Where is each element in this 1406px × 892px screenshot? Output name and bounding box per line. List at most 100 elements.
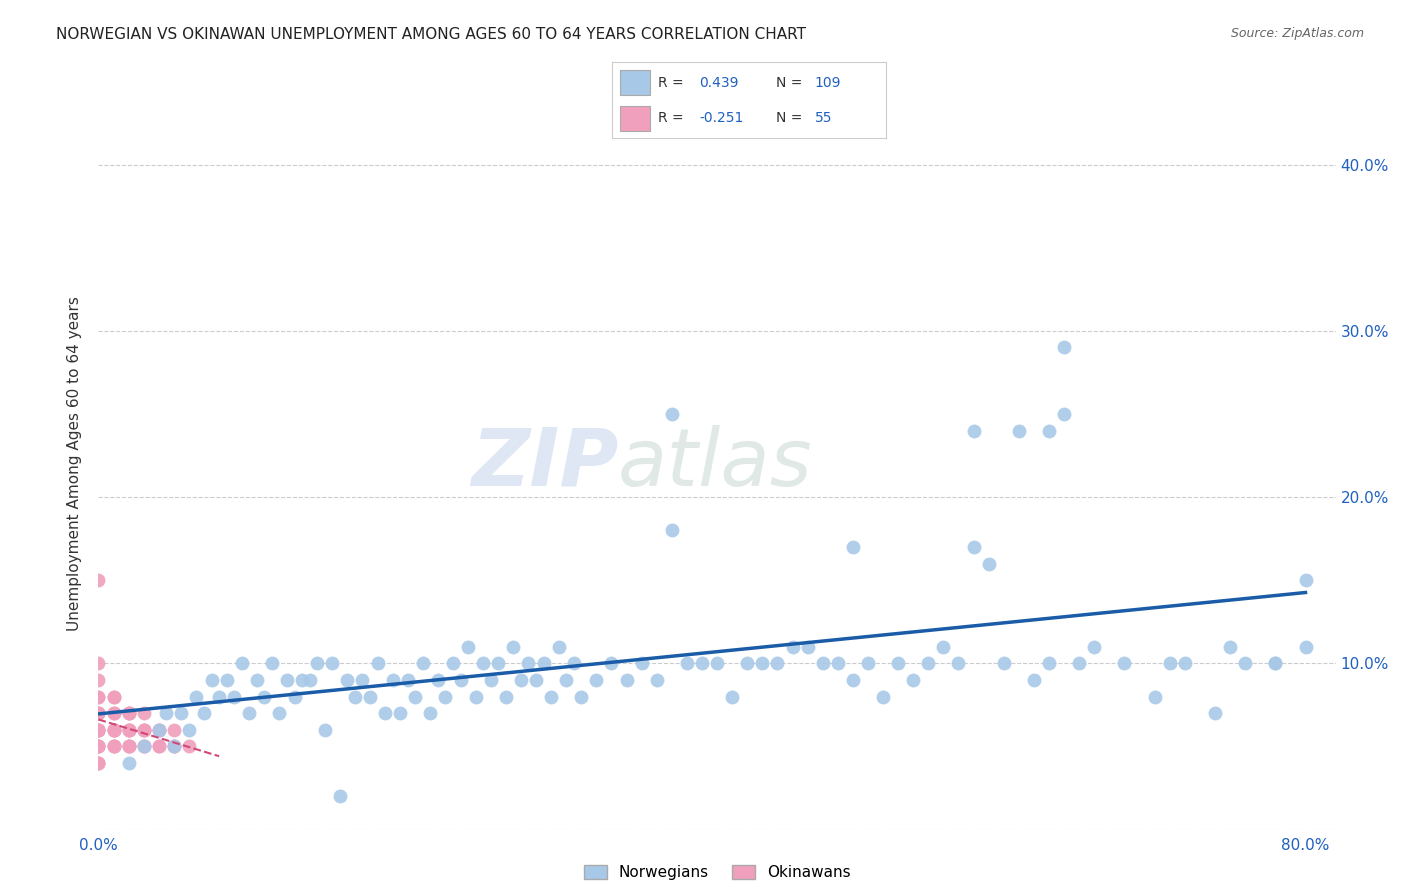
Point bbox=[1219, 640, 1241, 654]
Point bbox=[117, 739, 139, 754]
Point bbox=[163, 739, 186, 754]
Bar bbox=[620, 70, 650, 95]
Point bbox=[117, 739, 139, 754]
Point bbox=[517, 657, 540, 671]
Point bbox=[367, 657, 389, 671]
Point bbox=[87, 573, 110, 587]
Point bbox=[87, 706, 110, 721]
Point bbox=[103, 723, 125, 737]
Point bbox=[132, 723, 155, 737]
Text: 0.439: 0.439 bbox=[699, 76, 738, 89]
Point bbox=[87, 657, 110, 671]
Point bbox=[103, 723, 125, 737]
Point bbox=[472, 657, 495, 671]
Point bbox=[441, 657, 464, 671]
Point bbox=[321, 657, 343, 671]
Point bbox=[1159, 657, 1181, 671]
Point bbox=[600, 657, 623, 671]
Point bbox=[434, 690, 457, 704]
Point bbox=[200, 673, 222, 687]
Point bbox=[163, 723, 186, 737]
Text: 55: 55 bbox=[814, 112, 832, 125]
Legend: Norwegians, Okinawans: Norwegians, Okinawans bbox=[576, 857, 858, 888]
Point bbox=[269, 706, 291, 721]
Text: ZIP: ZIP bbox=[471, 425, 619, 503]
Point bbox=[117, 706, 139, 721]
Point bbox=[148, 723, 170, 737]
Point bbox=[796, 640, 818, 654]
Point bbox=[276, 673, 298, 687]
Point bbox=[177, 723, 200, 737]
Point bbox=[208, 690, 231, 704]
Point bbox=[298, 673, 321, 687]
Point bbox=[1264, 657, 1286, 671]
Point bbox=[690, 657, 713, 671]
Point bbox=[103, 723, 125, 737]
Point bbox=[374, 706, 396, 721]
Point bbox=[117, 706, 139, 721]
Point bbox=[329, 789, 352, 804]
Point bbox=[87, 756, 110, 770]
Point bbox=[1114, 657, 1136, 671]
Point bbox=[1069, 657, 1091, 671]
Point bbox=[132, 723, 155, 737]
Point bbox=[426, 673, 449, 687]
Point bbox=[645, 673, 668, 687]
Point bbox=[148, 739, 170, 754]
Point bbox=[569, 690, 592, 704]
Point bbox=[948, 657, 970, 671]
Point bbox=[87, 723, 110, 737]
Point bbox=[260, 657, 283, 671]
Point bbox=[502, 640, 524, 654]
Point bbox=[103, 690, 125, 704]
Text: N =: N = bbox=[776, 112, 803, 125]
Text: 109: 109 bbox=[814, 76, 841, 89]
Point bbox=[1204, 706, 1226, 721]
Point bbox=[103, 739, 125, 754]
Point bbox=[215, 673, 238, 687]
Point bbox=[103, 723, 125, 737]
Point bbox=[103, 706, 125, 721]
Point bbox=[721, 690, 744, 704]
Point bbox=[87, 706, 110, 721]
Point bbox=[585, 673, 607, 687]
Point bbox=[450, 673, 472, 687]
Point bbox=[479, 673, 502, 687]
Point bbox=[962, 424, 984, 438]
Point bbox=[396, 673, 419, 687]
Point bbox=[132, 723, 155, 737]
Point bbox=[117, 706, 139, 721]
Point bbox=[117, 723, 139, 737]
Point bbox=[547, 640, 569, 654]
Point bbox=[1053, 407, 1076, 421]
Point bbox=[872, 690, 894, 704]
Point bbox=[87, 673, 110, 687]
Point bbox=[903, 673, 925, 687]
Point bbox=[155, 706, 177, 721]
Point bbox=[464, 690, 486, 704]
Point bbox=[811, 657, 834, 671]
Point bbox=[177, 739, 200, 754]
Point bbox=[661, 524, 683, 538]
Point bbox=[962, 540, 984, 554]
Point bbox=[87, 739, 110, 754]
Point bbox=[842, 540, 865, 554]
Bar bbox=[620, 105, 650, 130]
Point bbox=[630, 657, 652, 671]
Point bbox=[1038, 657, 1060, 671]
Point bbox=[117, 723, 139, 737]
Text: -0.251: -0.251 bbox=[699, 112, 744, 125]
Point bbox=[917, 657, 939, 671]
Point bbox=[524, 673, 547, 687]
Point bbox=[352, 673, 374, 687]
Point bbox=[87, 723, 110, 737]
Point bbox=[343, 690, 366, 704]
Point bbox=[163, 739, 186, 754]
Point bbox=[1234, 657, 1257, 671]
Point bbox=[284, 690, 307, 704]
Point bbox=[1295, 573, 1317, 587]
Point bbox=[87, 723, 110, 737]
Point bbox=[782, 640, 804, 654]
Point bbox=[842, 673, 865, 687]
Point bbox=[932, 640, 955, 654]
